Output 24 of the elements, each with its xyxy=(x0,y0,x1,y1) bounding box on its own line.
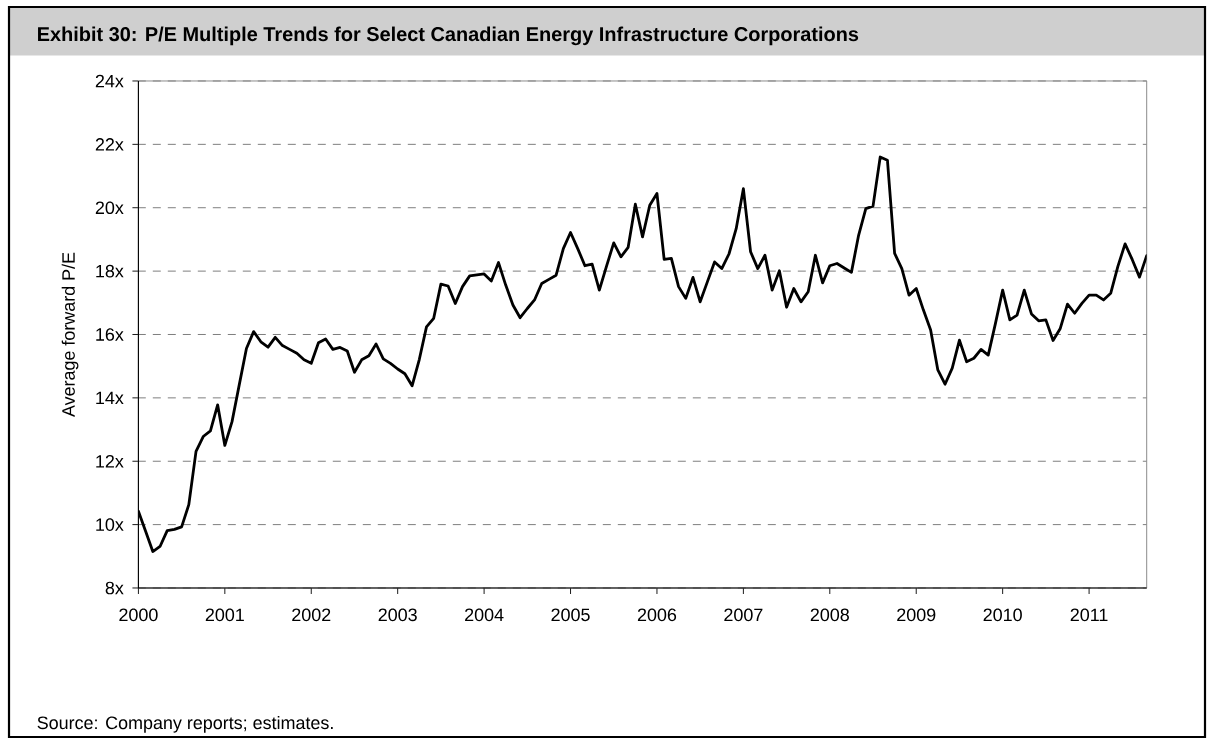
chart-title: Exhibit 30: P/E Multiple Trends for Select Canadian Energy Infrastructure Corporations xyxy=(38,26,859,46)
y-tick-label: 16x xyxy=(96,328,124,341)
y-tick-label: 22x xyxy=(95,138,124,151)
x-tick-label: 2007 xyxy=(724,608,763,622)
x-tick-label: 2002 xyxy=(292,608,331,622)
x-tick-label: 2005 xyxy=(551,608,590,622)
x-tick-label: 2011 xyxy=(1070,608,1108,622)
source-note: Source: Company reports; estimates. xyxy=(37,715,333,733)
x-tick-label: 2006 xyxy=(637,608,677,622)
y-tick-label: 10x xyxy=(96,518,124,531)
x-tick-label: 2009 xyxy=(897,608,936,622)
x-tick-label: 2008 xyxy=(810,608,849,622)
x-tick-label: 2001 xyxy=(205,608,244,622)
x-tick-label: 2000 xyxy=(119,608,158,622)
y-tick-label: 12x xyxy=(96,454,124,468)
y-tick-label: 8x xyxy=(105,581,124,595)
x-tick-label: 2010 xyxy=(983,608,1022,622)
y-axis-title: Average forward P/E xyxy=(61,252,79,418)
x-tick-label: 2004 xyxy=(465,608,504,622)
y-tick-label: 20x xyxy=(95,201,124,215)
x-tick-label: 2003 xyxy=(378,608,417,622)
y-tick-label: 24x xyxy=(95,74,124,88)
y-tick-label: 14x xyxy=(96,391,124,405)
y-tick-label: 18x xyxy=(96,264,124,278)
